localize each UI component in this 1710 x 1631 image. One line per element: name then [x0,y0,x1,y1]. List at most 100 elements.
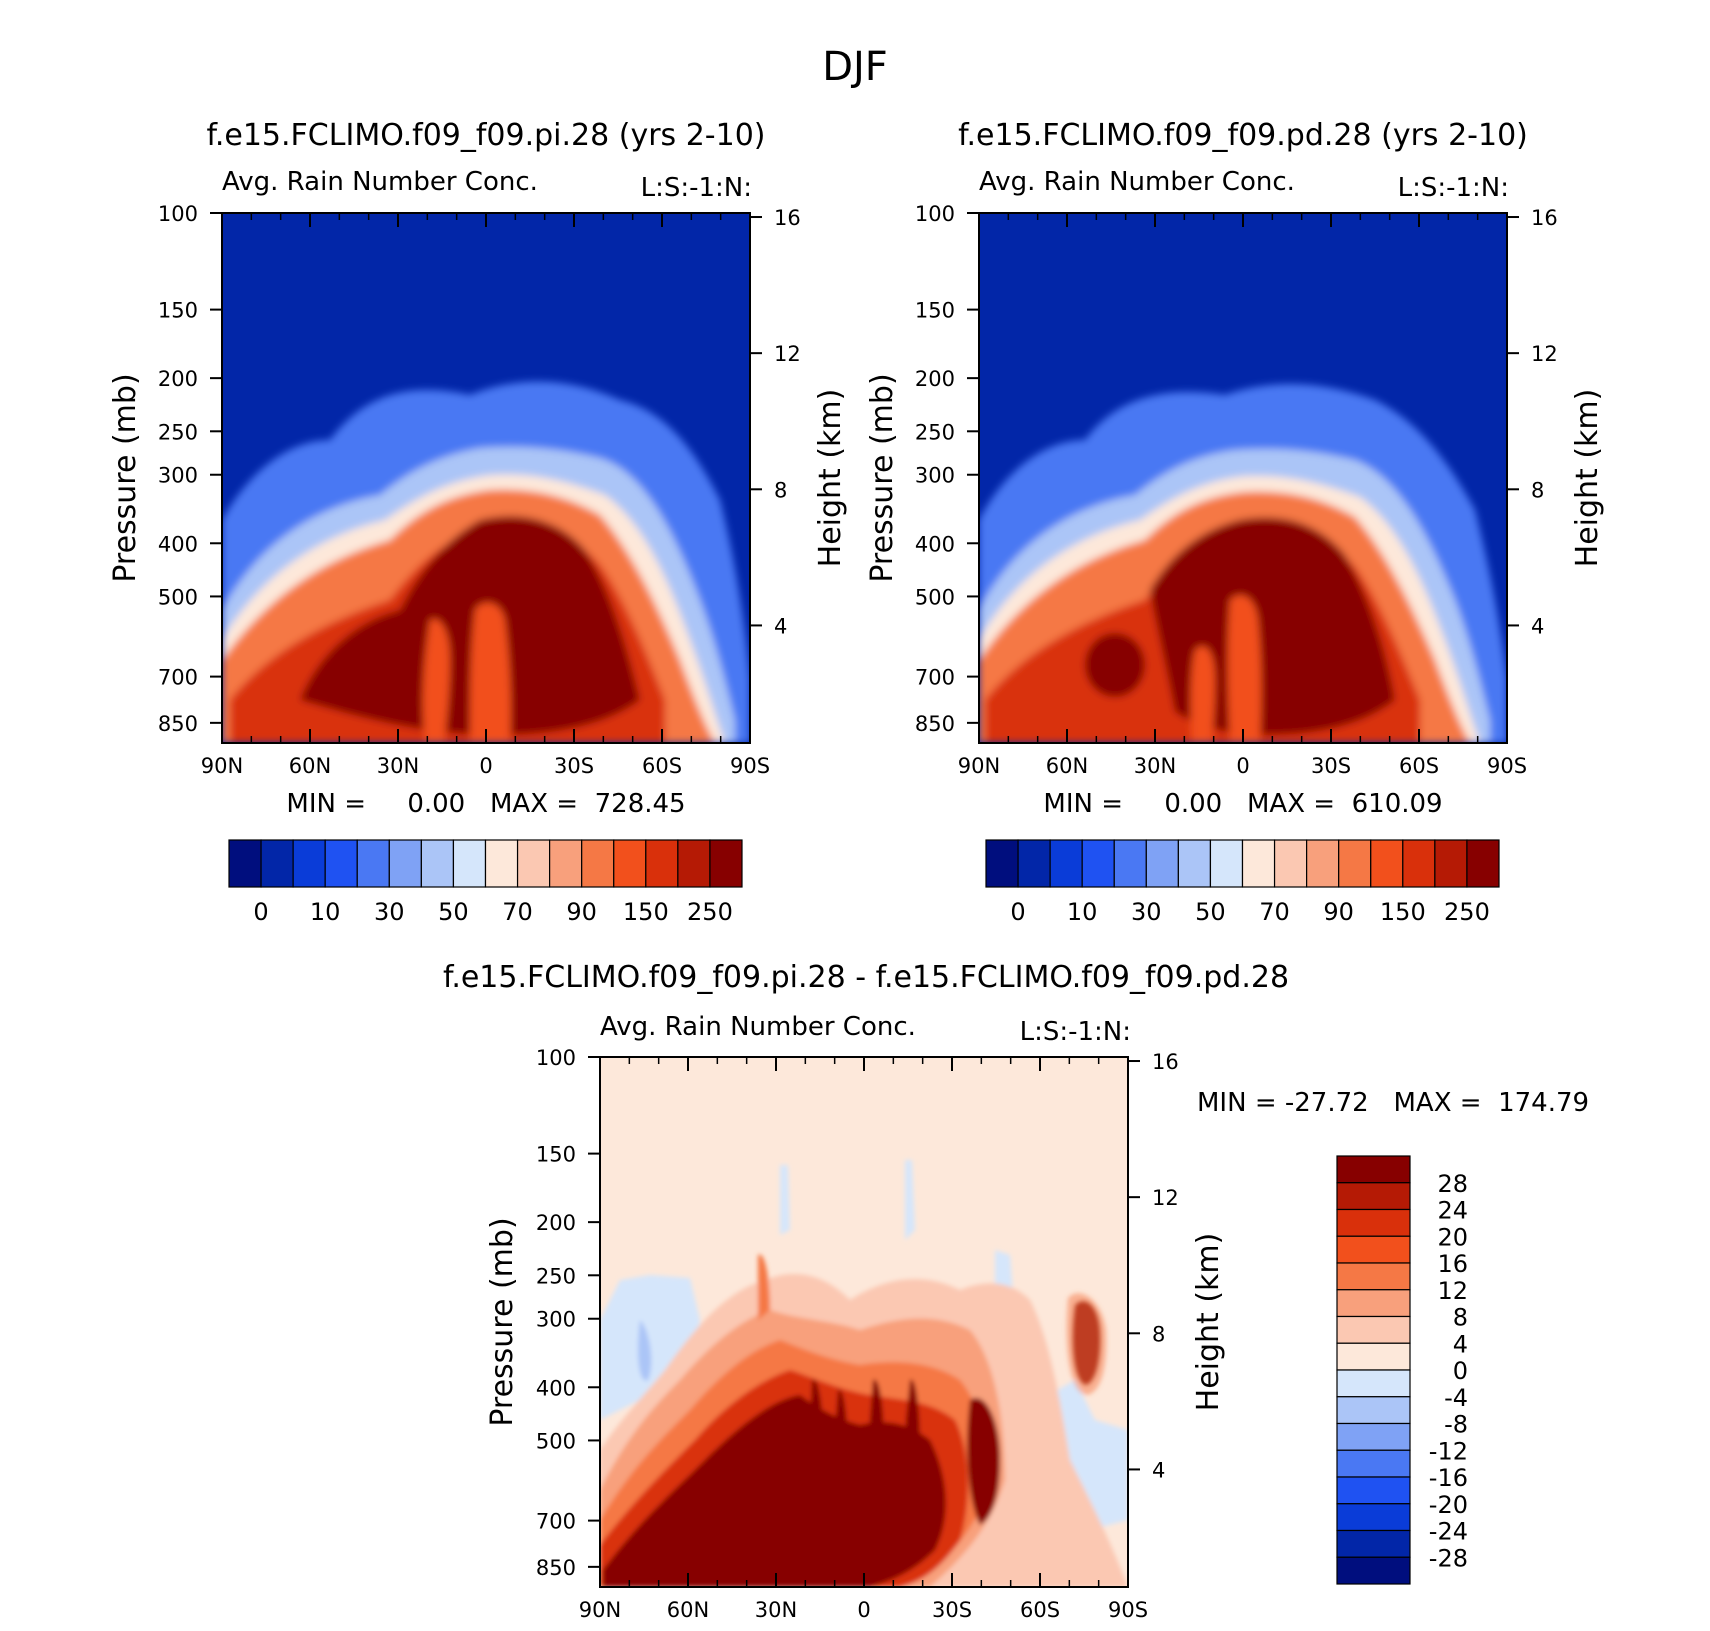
y-tick-label: 850 [158,712,198,736]
y-tick-label: 400 [915,532,955,556]
colorbar-swatch [1336,1342,1411,1371]
colorbar-swatch [1434,839,1468,888]
field-negative-patch-5 [780,1165,790,1235]
colorbar-label: 50 [1195,898,1226,926]
y-tick-label: 250 [158,420,198,444]
colorbar-label: -4 [1444,1384,1468,1412]
y-tick-label: 700 [158,666,198,690]
field-streak-5 [967,1398,1000,1525]
y-right-tick-label: 4 [1531,614,1544,638]
colorbar-swatch [1336,1208,1411,1237]
colorbar-label: -8 [1444,1411,1468,1439]
panel-pd-subtitle-right: L:S:-1:N: [1398,173,1509,203]
y-right-tick-label: 12 [1531,342,1558,366]
panel-pi-field [222,213,750,743]
y-tick-label: 250 [536,1264,576,1288]
panel-pd-stats: MIN = 0.00 MAX = 610.09 [1043,789,1442,819]
colorbar-label: 8 [1453,1304,1468,1332]
y-tick-label: 500 [536,1429,576,1453]
colorbar-label: 90 [1323,898,1354,926]
colorbar-label: 10 [310,898,341,926]
x-tick-label: 60S [1399,754,1439,778]
colorbar-label: -16 [1429,1464,1468,1492]
colorbar-label: 28 [1437,1170,1468,1198]
colorbar-label: 90 [566,898,597,926]
colorbar-swatch [1402,839,1436,888]
colorbar-swatch [1370,839,1404,888]
colorbar-label: 16 [1437,1250,1468,1278]
x-tick-label: 90N [201,754,243,778]
panel-pi-title: f.e15.FCLIMO.f09_f09.pi.28 (yrs 2-10) [206,118,765,153]
y-tick-label: 100 [915,202,955,226]
x-tick-label: 90S [1108,1598,1148,1622]
colorbar-label: 0 [253,898,268,926]
panel-pd-title: f.e15.FCLIMO.f09_f09.pd.28 (yrs 2-10) [958,118,1528,153]
colorbar-swatch [1336,1262,1411,1291]
panel-pi-subtitle-left: Avg. Rain Number Conc. [222,167,538,197]
y-tick-label: 850 [915,712,955,736]
colorbar-label: 70 [1259,898,1290,926]
colorbar-swatch [1336,1449,1411,1478]
y-tick-label: 100 [158,202,198,226]
colorbar-label: 70 [502,898,533,926]
panel-pi-ylabel: Pressure (mb) [108,373,143,582]
panel-diff: f.e15.FCLIMO.f09_f09.pi.28 - f.e15.FCLIM… [443,960,1589,1622]
colorbar-swatch [1336,1422,1411,1451]
panel-pd: f.e15.FCLIMO.f09_f09.pd.28 (yrs 2-10) Av… [865,118,1605,926]
y-tick-label: 200 [158,367,198,391]
figure-title: DJF [822,44,888,90]
x-tick-label: 0 [479,754,492,778]
x-tick-label: 60N [1046,754,1088,778]
y-tick-label: 700 [536,1510,576,1534]
colorbar-swatch [1336,1556,1411,1585]
field-streak-1 [809,1379,825,1540]
y-right-tick-label: 12 [1152,1186,1179,1210]
field-streak-3 [869,1379,884,1530]
y-right-tick-label: 8 [1152,1322,1165,1346]
colorbar-swatch [549,839,583,888]
y-tick-label: 150 [915,299,955,323]
colorbar-label: -28 [1429,1544,1468,1572]
colorbar-swatch [1209,839,1244,888]
colorbar-swatch [1336,1315,1411,1344]
colorbar-label: 50 [438,898,469,926]
colorbar-swatch [1049,839,1083,888]
field-layer-darkred [603,1395,946,1587]
panel-pd-axes: 90N 60N 30N 0 30S 60S 90S 100 150 200 250 300 400 500… [915,202,1558,778]
colorbar-swatch [1241,839,1276,888]
x-tick-label: 90S [730,754,770,778]
panel-pi-ylabel-right: Height (km) [813,389,848,568]
y-tick-label: 300 [536,1308,576,1332]
y-tick-label: 500 [915,585,955,609]
field-blob-orange [1066,1293,1107,1395]
panel-diff-axes: 90N 60N 30N 0 30S 60S 90S 100 150 200 250 300 400 500… [536,1046,1179,1622]
colorbar-swatch [1336,1396,1411,1425]
x-tick-label: 60N [289,754,331,778]
y-right-tick-label: 8 [774,478,787,502]
colorbar-swatch [1336,1369,1411,1398]
field-layer-redtongue-2 [1190,646,1215,743]
colorbar-swatch [1113,839,1147,888]
colorbar-swatch [1336,1289,1411,1318]
x-tick-label: 90N [579,1598,621,1622]
x-tick-label: 90N [958,754,1000,778]
x-tick-label: 30N [377,754,419,778]
colorbar-label: 12 [1437,1277,1468,1305]
x-tick-label: 0 [857,1598,870,1622]
colorbar-swatch [452,839,487,888]
field-layer-redtongue-2 [422,619,450,743]
y-right-tick-label: 4 [774,614,787,638]
colorbar-swatch [1306,839,1340,888]
panel-diff-subtitle-right: L:S:-1:N: [1020,1017,1131,1047]
panel-pi-stats: MIN = 0.00 MAX = 728.45 [286,789,685,819]
panel-diff-ylabel-right: Height (km) [1191,1233,1226,1412]
x-tick-label: 30S [932,1598,972,1622]
colorbar-label: -24 [1429,1518,1468,1546]
field-streak-4 [905,1379,920,1520]
colorbar-label: 10 [1067,898,1098,926]
colorbar-swatch [709,839,743,888]
panel-diff-subtitle-left: Avg. Rain Number Conc. [600,1012,916,1042]
colorbar-swatch [1466,839,1500,888]
